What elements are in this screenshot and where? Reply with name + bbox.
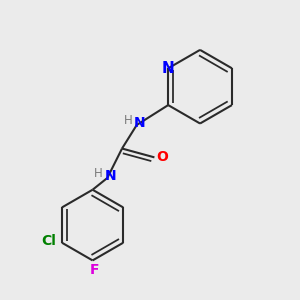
Text: Cl: Cl — [41, 234, 56, 248]
Text: O: O — [156, 150, 168, 164]
Text: N: N — [162, 61, 175, 76]
Text: N: N — [105, 169, 117, 184]
Text: H: H — [124, 114, 133, 127]
Text: N: N — [134, 116, 146, 130]
Text: H: H — [94, 167, 103, 180]
Text: F: F — [89, 263, 99, 277]
